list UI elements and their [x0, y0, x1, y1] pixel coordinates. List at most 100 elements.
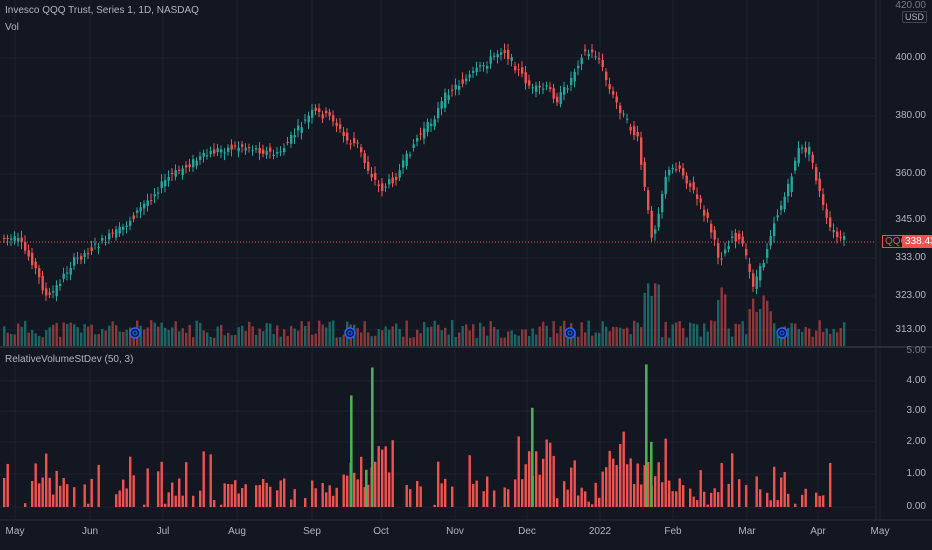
volume-bar — [339, 337, 342, 346]
indicator-bar — [573, 460, 576, 507]
volume-bar — [45, 330, 48, 346]
volume-bar — [433, 320, 436, 346]
volume-bar — [650, 296, 653, 346]
indicator-bar — [377, 446, 380, 507]
indicator-bar — [6, 463, 9, 507]
volume-bar — [171, 327, 174, 346]
candle-body — [769, 236, 772, 246]
candle-body — [3, 238, 6, 240]
indicator-bar — [118, 490, 121, 507]
volume-bar — [122, 331, 125, 346]
currency-label[interactable]: USD — [901, 11, 927, 23]
indicator-bar — [619, 443, 622, 507]
candle-body — [538, 85, 541, 88]
price-tick-label: 323.00 — [895, 290, 926, 301]
indicator-bar — [276, 490, 279, 507]
time-tick-label: Aug — [228, 526, 246, 537]
candle-body — [125, 225, 128, 227]
indicator-bar — [97, 464, 100, 507]
indicator-bar — [388, 472, 391, 507]
candle-body — [843, 236, 846, 240]
indicator-bar — [265, 482, 268, 507]
candle-body — [314, 107, 317, 111]
indicator-bar — [220, 504, 223, 507]
volume-bar — [97, 334, 100, 346]
price-tick-label: 345.00 — [895, 214, 926, 225]
candle-body — [412, 144, 415, 148]
volume-bar — [661, 337, 664, 346]
indicator-bar — [384, 446, 387, 507]
volume-bar — [129, 327, 132, 346]
candle-body — [703, 209, 706, 216]
time-tick-label: Dec — [518, 526, 536, 537]
candle-body — [388, 179, 391, 185]
volume-bar — [752, 298, 755, 346]
volume-bar — [426, 327, 429, 346]
candle-body — [650, 210, 653, 238]
candle-body — [517, 69, 520, 71]
indicator-bar — [178, 478, 181, 507]
candle-body — [479, 65, 482, 67]
candle-body — [797, 147, 800, 164]
chart-title[interactable]: Invesco QQQ Trust, Series 1, 1D, NASDAQ — [5, 5, 199, 16]
volume-bar — [668, 337, 671, 346]
indicator-bar — [314, 488, 317, 507]
candle-body — [654, 229, 657, 234]
candle-body — [69, 267, 72, 275]
volume-bar — [797, 329, 800, 346]
indicator-bar — [475, 480, 478, 507]
volume-bar — [52, 324, 55, 346]
volume-bar — [741, 321, 744, 346]
volume-bar — [430, 326, 433, 346]
indicator-bar — [202, 451, 205, 507]
candle-body — [545, 85, 548, 87]
indicator-bar — [157, 471, 160, 507]
indicator-bar — [598, 497, 601, 507]
candle-body — [447, 95, 450, 100]
volume-bar — [629, 334, 632, 346]
indicator-bar — [755, 476, 758, 507]
candle-body — [612, 91, 615, 95]
candle-body — [717, 243, 720, 258]
volume-bar — [363, 321, 366, 346]
candle-body — [542, 88, 545, 90]
volume-bar — [801, 331, 804, 346]
time-tick-label: May — [870, 526, 890, 537]
indicator-bar — [717, 492, 720, 507]
volume-bar — [615, 327, 618, 346]
candle-body — [220, 149, 223, 153]
candle-body — [38, 268, 41, 278]
indicator-bar — [122, 479, 125, 507]
indicator-bar — [66, 484, 69, 507]
volume-bar — [829, 333, 832, 346]
candle-body — [531, 87, 534, 89]
volume-bar — [6, 332, 9, 346]
indicator-bar — [535, 451, 538, 507]
indicator-bar — [696, 500, 699, 507]
volume-bar — [643, 292, 646, 346]
volume-bar — [759, 309, 762, 346]
volume-legend[interactable]: Vol — [5, 22, 19, 33]
volume-bar — [80, 332, 83, 346]
volume-bar — [62, 322, 65, 346]
volume-bar — [157, 326, 160, 346]
indicator-bar — [699, 470, 702, 507]
volume-bar — [647, 283, 650, 346]
volume-bar — [734, 323, 737, 346]
indicator-bar — [367, 484, 370, 507]
indicator-bar — [468, 455, 471, 507]
candle-body — [325, 110, 328, 114]
indicator-bar — [230, 484, 233, 507]
volume-bar — [94, 334, 97, 346]
candle-body — [248, 147, 251, 149]
indicator-bar — [801, 494, 804, 507]
candle-body — [699, 198, 702, 203]
candle-body — [311, 109, 314, 118]
price-tick-label: 400.00 — [895, 52, 926, 63]
volume-bar — [118, 331, 121, 346]
indicator-legend[interactable]: RelativeVolumeStDev (50, 3) — [5, 354, 134, 365]
indicator-bar — [689, 488, 692, 507]
dividend-marker — [564, 327, 576, 339]
indicator-bar — [360, 456, 363, 507]
